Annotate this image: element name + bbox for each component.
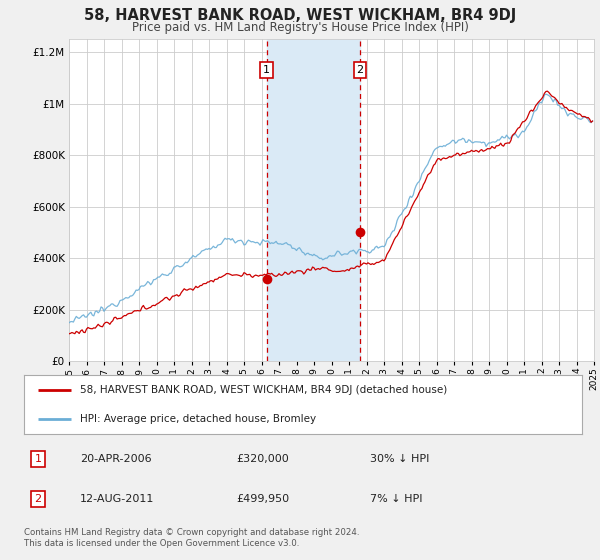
Bar: [266, 39, 360, 361]
Text: Contains HM Land Registry data © Crown copyright and database right 2024.
This d: Contains HM Land Registry data © Crown c…: [24, 528, 359, 548]
Text: 1: 1: [263, 65, 270, 75]
Text: 2: 2: [34, 494, 41, 504]
Text: 12-AUG-2011: 12-AUG-2011: [80, 494, 154, 504]
Text: £499,950: £499,950: [236, 494, 289, 504]
Text: 30% ↓ HPI: 30% ↓ HPI: [370, 454, 430, 464]
Text: 1: 1: [34, 454, 41, 464]
Text: Price paid vs. HM Land Registry's House Price Index (HPI): Price paid vs. HM Land Registry's House …: [131, 21, 469, 34]
Text: HPI: Average price, detached house, Bromley: HPI: Average price, detached house, Brom…: [80, 414, 316, 424]
Text: £320,000: £320,000: [236, 454, 289, 464]
Text: 58, HARVEST BANK ROAD, WEST WICKHAM, BR4 9DJ: 58, HARVEST BANK ROAD, WEST WICKHAM, BR4…: [84, 8, 516, 24]
Text: 58, HARVEST BANK ROAD, WEST WICKHAM, BR4 9DJ (detached house): 58, HARVEST BANK ROAD, WEST WICKHAM, BR4…: [80, 385, 447, 395]
Text: 20-APR-2006: 20-APR-2006: [80, 454, 151, 464]
Text: 2: 2: [356, 65, 364, 75]
Text: 7% ↓ HPI: 7% ↓ HPI: [370, 494, 422, 504]
